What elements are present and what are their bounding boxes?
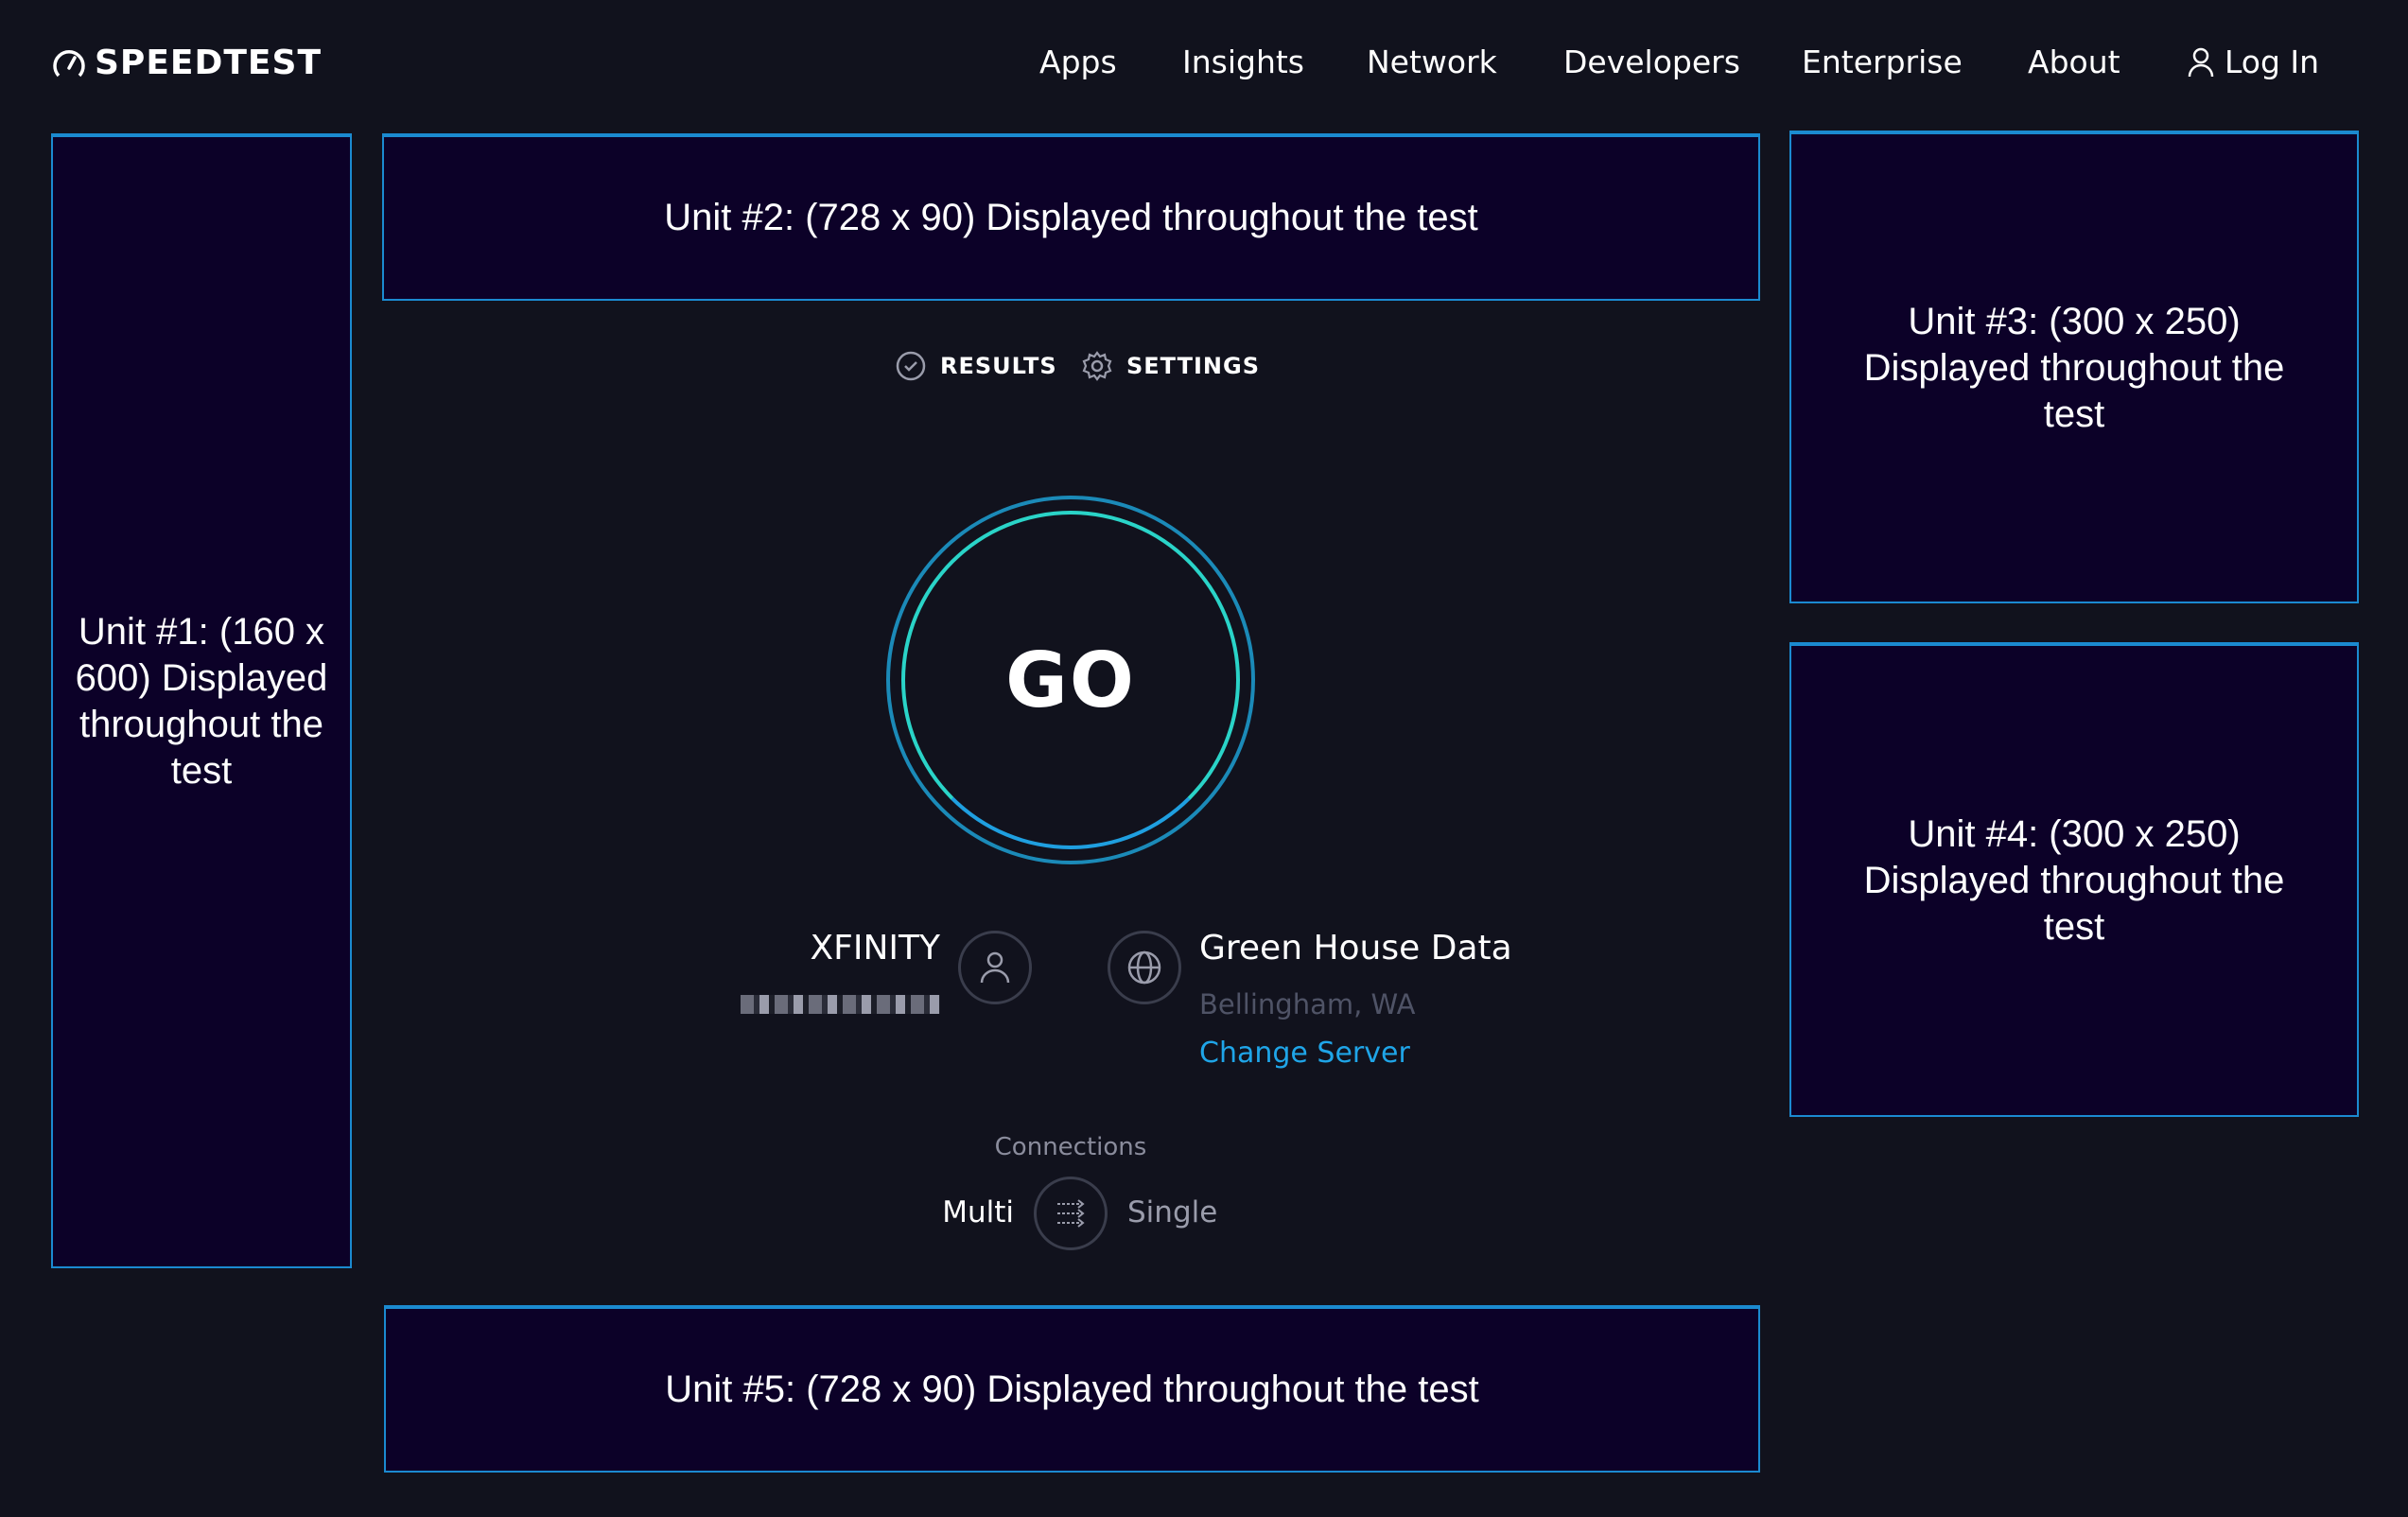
check-circle-icon: [896, 351, 926, 381]
ad-unit-3[interactable]: Unit #3: (300 x 250) Displayed throughou…: [1789, 131, 2359, 603]
tab-settings[interactable]: SETTINGS: [1081, 350, 1260, 382]
nav-developers[interactable]: Developers: [1563, 44, 1740, 80]
change-server-link[interactable]: Change Server: [1199, 1037, 1410, 1070]
connections-single[interactable]: Single: [1127, 1195, 1218, 1229]
settings-label: SETTINGS: [1126, 353, 1260, 379]
ad-unit-5[interactable]: Unit #5: (728 x 90) Displayed throughout…: [384, 1305, 1760, 1473]
nav-enterprise[interactable]: Enterprise: [1802, 44, 1963, 80]
gear-icon: [1082, 351, 1112, 381]
login-label: Log In: [2225, 44, 2320, 80]
person-icon: [980, 951, 1010, 984]
connections-toggle[interactable]: [1034, 1177, 1108, 1250]
login-link[interactable]: Log In: [2187, 44, 2319, 80]
server-location: Bellingham, WA: [1199, 988, 1416, 1020]
server-globe[interactable]: [1108, 931, 1181, 1004]
connections-label: Connections: [994, 1133, 1147, 1161]
isp-profile[interactable]: [958, 931, 1032, 1004]
go-button[interactable]: GO: [886, 496, 1255, 864]
nav-apps[interactable]: Apps: [1039, 44, 1117, 80]
connections-multi[interactable]: Multi: [942, 1195, 1014, 1229]
nav-about[interactable]: About: [2028, 44, 2120, 80]
go-label: GO: [901, 511, 1240, 849]
ad-unit-4[interactable]: Unit #4: (300 x 250) Displayed throughou…: [1789, 642, 2359, 1117]
logo-text: SPEEDTEST: [95, 44, 323, 82]
nav-insights[interactable]: Insights: [1182, 44, 1305, 80]
gauge-icon: [53, 49, 85, 77]
user-icon: [2188, 47, 2214, 77]
tab-results[interactable]: RESULTS: [895, 350, 1057, 382]
redacted-ip: [741, 995, 940, 1014]
ad-unit-1[interactable]: Unit #1: (160 x 600) Displayed throughou…: [51, 133, 352, 1268]
results-label: RESULTS: [940, 353, 1057, 379]
multi-arrows-icon: [1057, 1199, 1085, 1228]
isp-name: XFINITY: [810, 929, 940, 968]
ad-unit-2[interactable]: Unit #2: (728 x 90) Displayed throughout…: [382, 133, 1760, 301]
nav-network[interactable]: Network: [1367, 44, 1497, 80]
globe-icon: [1127, 950, 1161, 985]
speedtest-logo[interactable]: SPEEDTEST: [51, 44, 322, 82]
server-name: Green House Data: [1199, 929, 1512, 968]
